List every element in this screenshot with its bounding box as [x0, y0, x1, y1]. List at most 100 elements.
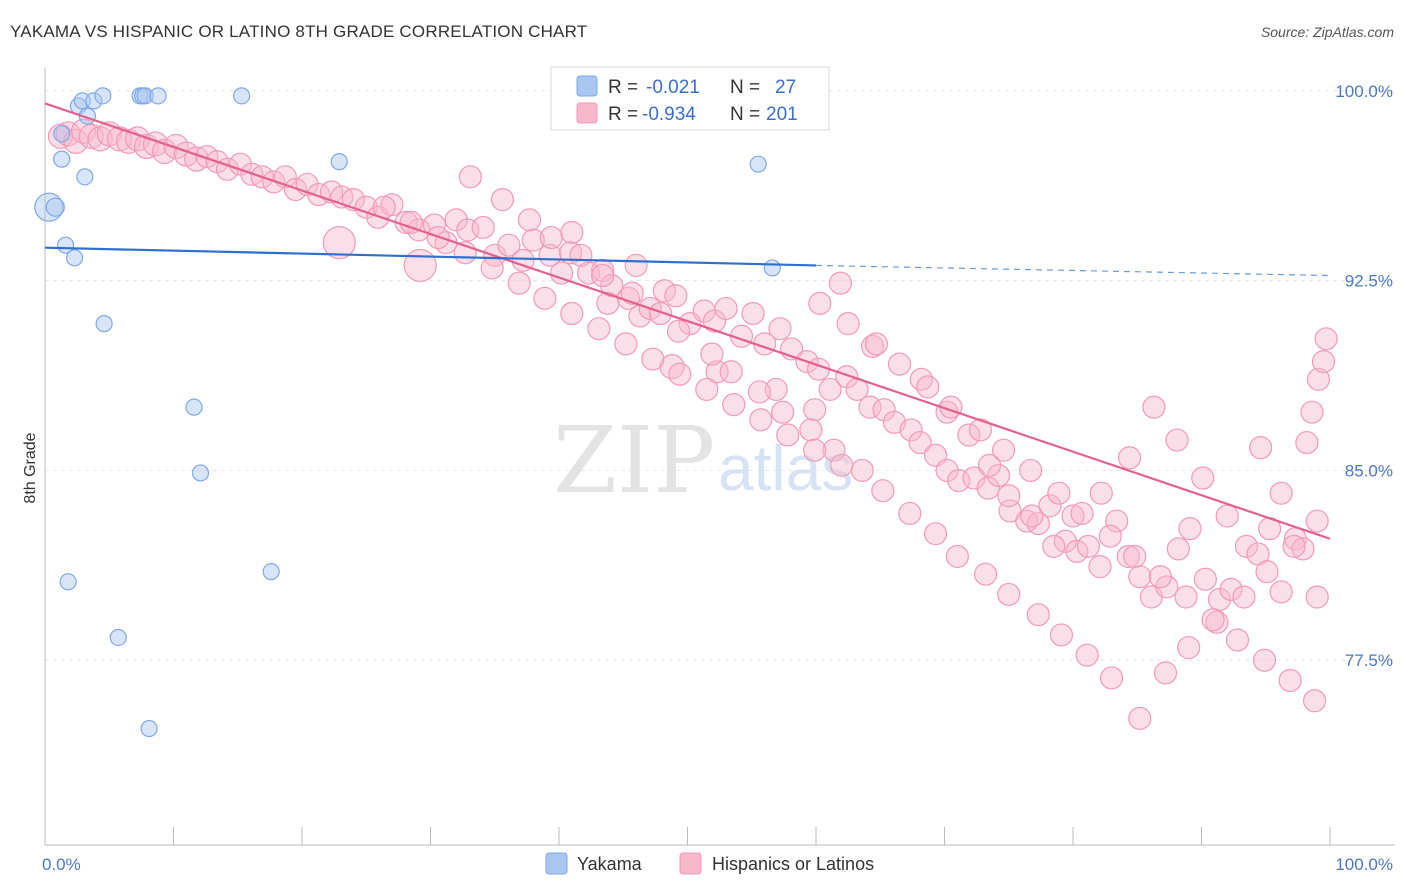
hispanic-point: [695, 377, 719, 402]
hispanic-point: [1061, 504, 1085, 528]
hispanic-point: [1075, 643, 1099, 667]
hispanic-point: [1098, 524, 1122, 548]
hispanic-point: [864, 332, 888, 356]
hispanic-point: [471, 215, 495, 240]
hispanic-point: [836, 312, 860, 336]
hispanic-point: [871, 479, 895, 503]
yakama-point: [109, 628, 127, 647]
hispanic-point: [1042, 534, 1066, 558]
hispanic-point: [1142, 395, 1166, 419]
hispanic-point: [1232, 585, 1256, 609]
hispanic-point: [887, 352, 912, 376]
hispanic-point: [70, 118, 97, 144]
hispanic-point: [576, 261, 601, 285]
hispanic-point: [722, 393, 746, 417]
hispanic-point: [1020, 504, 1044, 528]
hispanic-n-value: 201: [766, 104, 798, 125]
hispanic-point: [596, 291, 620, 315]
hispanic-point: [549, 261, 574, 285]
hispanic-point: [1269, 481, 1293, 505]
hispanic-point: [858, 395, 882, 419]
hispanic-point: [850, 458, 874, 483]
hispanic-point: [997, 484, 1021, 508]
hispanic-point: [591, 263, 615, 288]
hispanic-point: [974, 562, 998, 586]
yakama-point: [45, 197, 65, 217]
hispanic-point: [668, 362, 692, 386]
hispanic-point: [1148, 565, 1172, 589]
hispanic-point: [1065, 539, 1089, 564]
hispanic-point: [497, 233, 521, 257]
yakama-point: [59, 573, 77, 591]
y-axis-title: 8th Grade: [22, 432, 39, 503]
hispanic-point: [872, 398, 896, 422]
hispanic-point: [747, 380, 772, 404]
hispanic-point: [538, 243, 562, 267]
hispanic-point: [909, 367, 933, 391]
hispanic-point: [399, 210, 423, 234]
hispanic-point: [664, 284, 688, 308]
axes: [44, 68, 1395, 846]
yakama-point: [95, 315, 113, 333]
hispanic-point: [997, 582, 1021, 607]
hispanic-point: [1215, 504, 1239, 528]
hispanic-point: [641, 347, 665, 371]
hispanic-point: [947, 468, 971, 493]
hispanic-points: [47, 118, 1338, 731]
yakama-point: [262, 563, 280, 581]
y-tick-label: 77.5%: [1345, 651, 1393, 670]
hispanic-point: [648, 301, 673, 326]
hispanic-point: [1201, 608, 1225, 632]
hispanic-point: [517, 208, 542, 232]
yakama-point: [149, 87, 167, 105]
hispanic-point: [1193, 567, 1217, 591]
yakama-n-value: 27: [775, 77, 796, 98]
hispanic-point: [945, 544, 969, 569]
hispanic-point: [1089, 481, 1113, 505]
hispanic-point: [539, 225, 563, 250]
hispanic-point: [1278, 668, 1302, 693]
hispanic-point: [977, 453, 1002, 477]
hispanic-point: [560, 301, 584, 326]
hispanic-trend-line: [44, 102, 1331, 540]
y-tick-label: 100.0%: [1335, 82, 1393, 101]
yakama-point: [140, 719, 158, 738]
hispanic-point: [403, 248, 437, 283]
watermark-zip: ZIP: [553, 407, 715, 514]
hispanic-point: [55, 121, 81, 147]
hispanic-point: [776, 423, 800, 447]
hispanic-point: [923, 522, 948, 546]
hispanic-point: [1174, 585, 1198, 609]
hispanic-point: [803, 438, 827, 462]
hispanic-point: [614, 332, 638, 356]
hispanic-point: [830, 453, 854, 477]
hispanic-point: [1116, 544, 1140, 569]
hispanic-point: [957, 423, 981, 447]
hispanic-point: [1026, 603, 1050, 627]
hispanic-point: [1302, 689, 1327, 713]
hispanic-point: [106, 126, 133, 152]
hispanic-point: [818, 377, 842, 402]
hispanic-point: [1049, 623, 1074, 647]
legend-yakama-swatch: [545, 852, 568, 875]
hispanic-point: [1018, 458, 1043, 483]
source-label: Source: ZipAtlas.com: [1260, 24, 1394, 40]
hispanic-point: [1219, 577, 1243, 601]
hispanic-point: [283, 177, 308, 202]
hispanic-point: [860, 334, 885, 359]
hispanic-n-label: N =: [730, 104, 760, 125]
tick-labels: 100.0% 92.5% 85.0% 77.5% 0.0% 100.0%: [42, 82, 1393, 874]
hispanic-point: [666, 319, 691, 343]
legend-hispanic-label: Hispanics or Latinos: [712, 854, 874, 874]
hispanic-point: [1234, 534, 1259, 558]
hispanic-point: [1295, 430, 1319, 455]
hispanic-point: [1191, 466, 1215, 490]
hispanic-point: [1117, 446, 1142, 470]
hispanic-point: [822, 438, 846, 462]
hispanic-point: [1038, 494, 1062, 518]
hispanic-point: [1306, 367, 1331, 391]
yakama-point: [53, 150, 71, 168]
hispanic-point: [511, 248, 535, 272]
x-tick-label-min: 0.0%: [42, 855, 81, 874]
